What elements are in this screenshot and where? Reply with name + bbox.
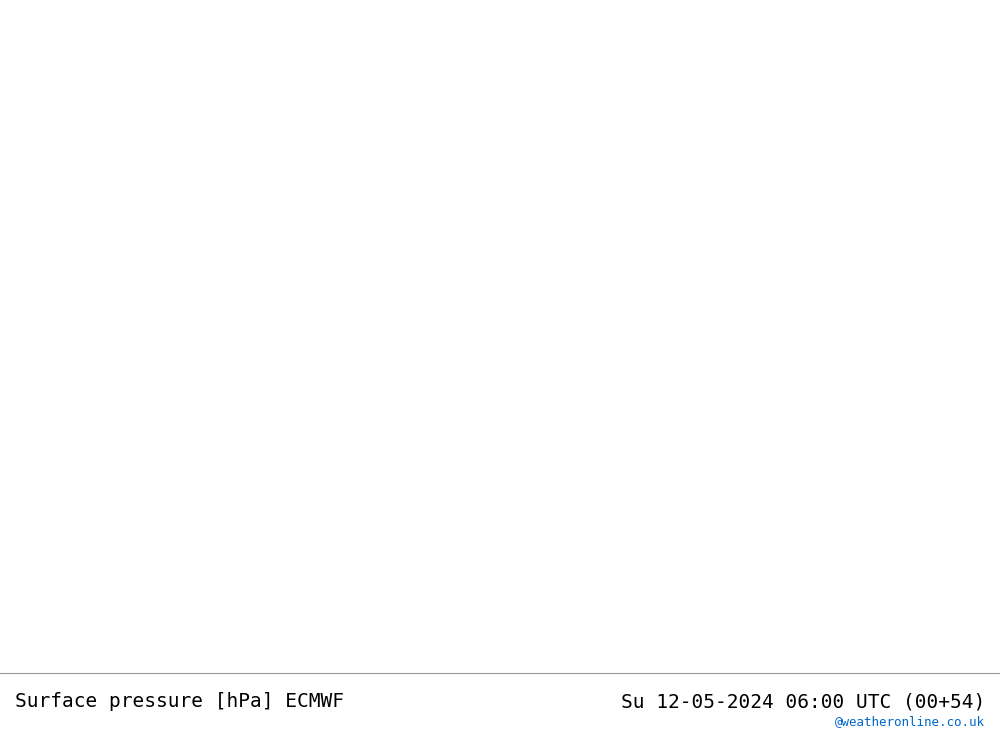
Text: Surface pressure [hPa] ECMWF: Surface pressure [hPa] ECMWF: [15, 692, 344, 711]
Text: Su 12-05-2024 06:00 UTC (00+54): Su 12-05-2024 06:00 UTC (00+54): [621, 692, 985, 711]
Text: @weatheronline.co.uk: @weatheronline.co.uk: [835, 715, 985, 728]
